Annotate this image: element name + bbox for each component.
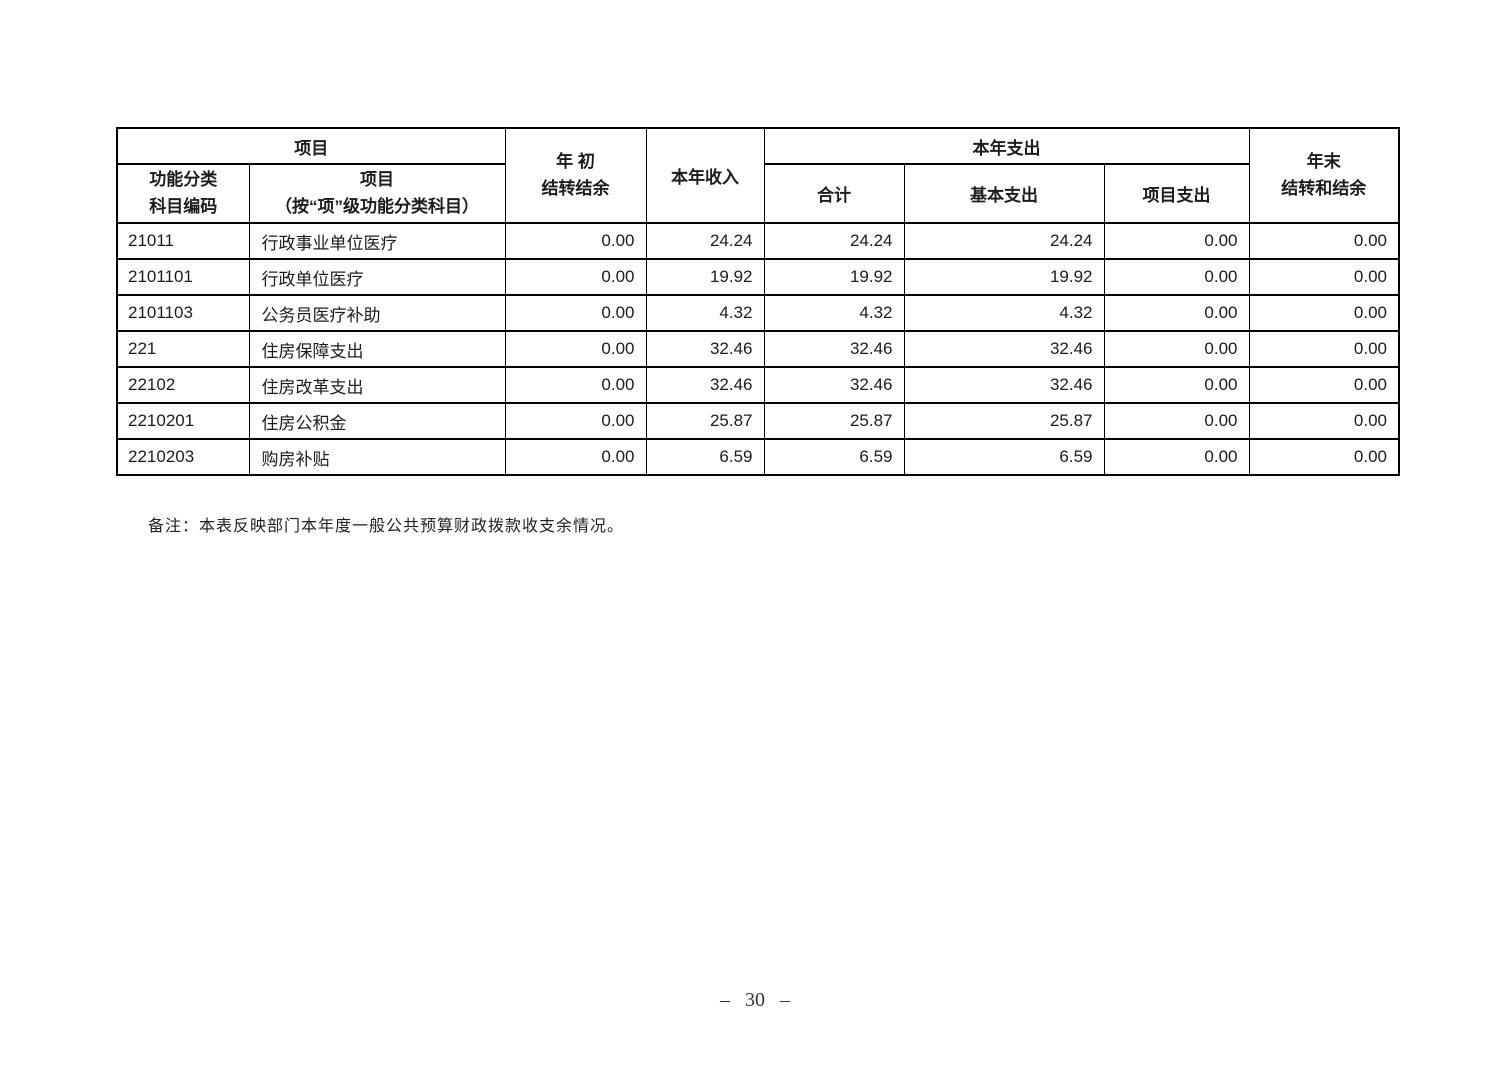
header-end-balance-line1: 年末: [1306, 152, 1341, 172]
cell-end: 0.00: [1248, 438, 1400, 476]
cell-income: 25.87: [645, 402, 765, 440]
header-begin-balance-line1: 年 初: [556, 152, 595, 172]
cell-end: 0.00: [1248, 366, 1400, 404]
cell-basic: 25.87: [903, 402, 1105, 440]
cell-code: 2101101: [116, 258, 250, 296]
budget-table: 项目 年 初 结转结余 本年收入 本年支出 年末 结转和结余 功能分类 科目编码…: [116, 127, 1400, 476]
cell-project: 0.00: [1103, 438, 1250, 476]
cell-code: 2210203: [116, 438, 250, 476]
cell-name: 行政事业单位医疗: [248, 222, 506, 260]
header-project-name-line1: 项目: [360, 170, 394, 190]
cell-end: 0.00: [1248, 258, 1400, 296]
cell-name: 住房公积金: [248, 402, 506, 440]
table-row: 2210203 购房补贴 0.00 6.59 6.59 6.59 0.00 0.00: [116, 438, 1400, 476]
header-begin-balance-line2: 结转结余: [541, 178, 610, 198]
cell-begin: 0.00: [504, 330, 647, 368]
cell-total: 4.32: [763, 294, 905, 332]
cell-income: 24.24: [645, 222, 765, 260]
header-function-code-line1: 功能分类: [149, 170, 218, 190]
cell-begin: 0.00: [504, 366, 647, 404]
cell-basic: 4.32: [903, 294, 1105, 332]
header-current-income: 本年收入: [645, 127, 765, 224]
header-project-group: 项目: [116, 127, 506, 165]
cell-income: 19.92: [645, 258, 765, 296]
cell-income: 6.59: [645, 438, 765, 476]
cell-total: 24.24: [763, 222, 905, 260]
cell-income: 4.32: [645, 294, 765, 332]
page-number: – 30 –: [720, 989, 790, 1011]
cell-end: 0.00: [1248, 294, 1400, 332]
cell-income: 32.46: [645, 366, 765, 404]
cell-basic: 6.59: [903, 438, 1105, 476]
cell-basic: 32.46: [903, 330, 1105, 368]
cell-code: 2210201: [116, 402, 250, 440]
cell-basic: 24.24: [903, 222, 1105, 260]
cell-total: 32.46: [763, 366, 905, 404]
cell-project: 0.00: [1103, 402, 1250, 440]
cell-project: 0.00: [1103, 294, 1250, 332]
table-row: 2101103 公务员医疗补助 0.00 4.32 4.32 4.32 0.00 0.00: [116, 294, 1400, 332]
header-function-code: 功能分类 科目编码: [116, 163, 250, 224]
cell-end: 0.00: [1248, 330, 1400, 368]
cell-code: 22102: [116, 366, 250, 404]
header-function-code-line2: 科目编码: [149, 196, 218, 216]
cell-income: 32.46: [645, 330, 765, 368]
header-begin-balance: 年 初 结转结余: [504, 127, 647, 224]
cell-begin: 0.00: [504, 294, 647, 332]
cell-code: 2101103: [116, 294, 250, 332]
cell-basic: 19.92: [903, 258, 1105, 296]
header-end-balance-line2: 结转和结余: [1281, 178, 1367, 198]
cell-total: 19.92: [763, 258, 905, 296]
cell-begin: 0.00: [504, 258, 647, 296]
cell-basic: 32.46: [903, 366, 1105, 404]
table-row: 2101101 行政单位医疗 0.00 19.92 19.92 19.92 0.00 0.00: [116, 258, 1400, 296]
table-row: 2210201 住房公积金 0.00 25.87 25.87 25.87 0.00 0.00: [116, 402, 1400, 440]
cell-project: 0.00: [1103, 366, 1250, 404]
header-project-name-line2: （按“项”级功能分类科目）: [275, 196, 479, 216]
header-project-name: 项目 （按“项”级功能分类科目）: [248, 163, 506, 224]
cell-name: 住房保障支出: [248, 330, 506, 368]
cell-total: 6.59: [763, 438, 905, 476]
cell-project: 0.00: [1103, 222, 1250, 260]
cell-total: 25.87: [763, 402, 905, 440]
header-basic-expenditure: 基本支出: [903, 163, 1105, 224]
cell-end: 0.00: [1248, 222, 1400, 260]
table-header: 项目 年 初 结转结余 本年收入 本年支出 年末 结转和结余 功能分类 科目编码…: [116, 127, 1400, 224]
header-row-2: 功能分类 科目编码 项目 （按“项”级功能分类科目） 合计 基本支出 项目支出: [116, 163, 1399, 224]
cell-project: 0.00: [1103, 330, 1250, 368]
header-row-1: 项目 年 初 结转结余 本年收入 本年支出 年末 结转和结余: [116, 127, 1400, 224]
table-row: 21011 行政事业单位医疗 0.00 24.24 24.24 24.24 0.00 0.00: [116, 222, 1400, 260]
cell-code: 221: [116, 330, 250, 368]
cell-begin: 0.00: [504, 438, 647, 476]
header-end-balance: 年末 结转和结余: [1248, 127, 1400, 224]
table-row: 22102 住房改革支出 0.00 32.46 32.46 32.46 0.00 0.00: [116, 366, 1400, 404]
cell-name: 购房补贴: [248, 438, 506, 476]
cell-code: 21011: [116, 222, 250, 260]
header-expenditure-group: 本年支出: [763, 127, 1250, 165]
cell-name: 公务员医疗补助: [248, 294, 506, 332]
footnote: 备注：本表反映部门本年度一般公共预算财政拨款收支余情况。: [148, 518, 625, 535]
cell-total: 32.46: [763, 330, 905, 368]
cell-project: 0.00: [1103, 258, 1250, 296]
table-row: 221 住房保障支出 0.00 32.46 32.46 32.46 0.00 0.00: [116, 330, 1400, 368]
header-total: 合计: [763, 163, 905, 224]
cell-begin: 0.00: [504, 402, 647, 440]
cell-name: 行政单位医疗: [248, 258, 506, 296]
cell-end: 0.00: [1248, 402, 1400, 440]
header-project-expenditure: 项目支出: [1103, 163, 1250, 224]
cell-name: 住房改革支出: [248, 366, 506, 404]
table-body: 21011 行政事业单位医疗 0.00 24.24 24.24 24.24 0.00 0.00…: [116, 222, 1400, 476]
cell-begin: 0.00: [504, 222, 647, 260]
